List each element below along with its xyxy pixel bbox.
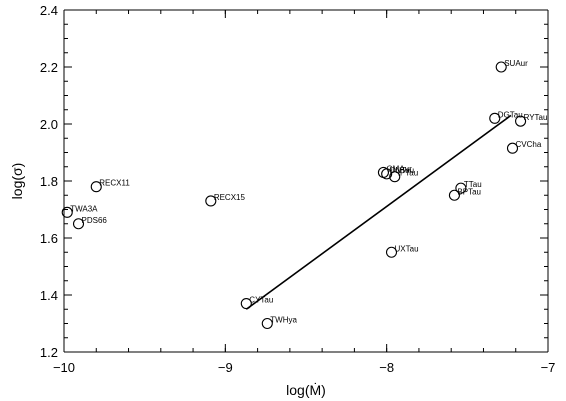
fit-line-group [245, 114, 512, 310]
data-point [381, 168, 393, 180]
data-point [448, 189, 460, 201]
y-tick-label: 2.0 [40, 117, 58, 132]
data-point [90, 181, 102, 193]
data-point [385, 246, 398, 258]
data-point-label: IPTau [398, 169, 418, 178]
data-point [205, 195, 217, 207]
data-point-label: DGTau [498, 110, 523, 119]
data-points: SUAur DGTau RYTau CVCha RECX11 TWA3A PDS66 RECX… [61, 59, 548, 330]
data-point-label: PDS66 [82, 216, 108, 225]
data-point-label: TWA3A [70, 204, 98, 213]
x-tick-label: −8 [379, 360, 394, 375]
x-tick-label: −9 [218, 360, 233, 375]
x-axis-label: log(Ṁ) [286, 381, 326, 398]
data-point [489, 112, 501, 124]
data-point-label: CYTau [249, 296, 273, 305]
data-point [240, 297, 252, 310]
data-point [455, 182, 467, 194]
data-point-label: SUAur [504, 59, 528, 68]
y-tick-label: 1.4 [40, 288, 58, 303]
y-tick-label: 2.2 [40, 60, 58, 75]
data-point [495, 61, 507, 73]
y-tick-label: 1.2 [40, 345, 58, 360]
y-tick-label: 1.8 [40, 174, 58, 189]
data-point-label: BPTau [457, 187, 481, 196]
data-point-label: RECX11 [99, 179, 130, 188]
y-tick-label: 1.6 [40, 231, 58, 246]
x-tick-label: −10 [53, 360, 75, 375]
data-point-label: TTau [464, 180, 482, 189]
data-point-label: DNTau [390, 166, 414, 175]
data-point-label: CVCha [516, 140, 542, 149]
regression-line [245, 114, 512, 310]
data-point-label: TWHya [270, 316, 297, 325]
data-point [506, 142, 519, 154]
y-axis-label: log(σ) [9, 163, 25, 200]
data-point [515, 115, 527, 127]
data-point [389, 171, 401, 183]
y-tick-label: 2.4 [40, 3, 58, 18]
data-point [261, 317, 273, 330]
data-point-label: RYTau [524, 113, 548, 122]
data-point [61, 206, 73, 218]
data-point-label: GMAur [386, 164, 412, 173]
x-tick-label: −7 [541, 360, 556, 375]
data-point-label: RECX15 [214, 193, 246, 202]
axis-ticks: −10 −9 −8 −7 1.2 1.4 1.6 1.8 2.0 2.2 2.4 [40, 3, 555, 375]
data-point [72, 218, 85, 230]
data-point-label: UXTau [395, 244, 419, 253]
